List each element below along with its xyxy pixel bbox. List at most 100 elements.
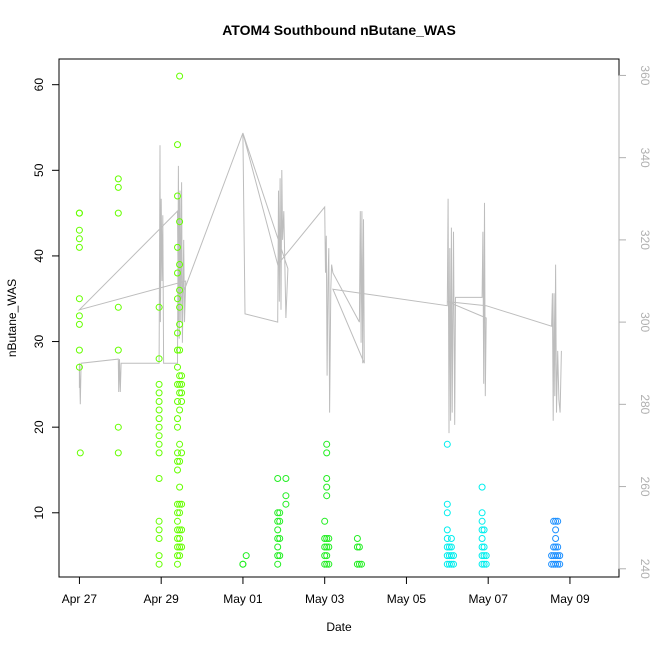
- data-point: [556, 560, 564, 568]
- plot-box: [58, 58, 620, 578]
- data-point: [478, 543, 486, 551]
- data-point: [178, 380, 186, 388]
- y2-tick-label: 240: [638, 559, 650, 579]
- data-point: [174, 295, 181, 303]
- data-point: [480, 552, 488, 560]
- y2-tick-label: 340: [638, 148, 650, 168]
- data-point: [176, 303, 184, 311]
- data-point: [155, 560, 163, 568]
- y-tick-label: 30: [32, 335, 46, 349]
- data-point: [176, 406, 184, 414]
- data-point: [321, 552, 329, 560]
- data-point: [274, 509, 282, 517]
- data-point: [174, 269, 181, 277]
- data-point: [75, 295, 83, 303]
- data-point: [445, 560, 453, 568]
- data-point: [443, 500, 451, 508]
- data-point: [76, 449, 84, 457]
- data-point: [155, 432, 163, 440]
- data-point: [282, 492, 290, 500]
- data-point: [443, 535, 451, 542]
- data-point: [325, 560, 333, 568]
- data-point: [174, 535, 181, 542]
- x-axis: Apr 27 Apr 29 May 01 May 03 May 05 May 07 May …: [62, 576, 590, 606]
- data-point: [174, 423, 181, 431]
- data-point: [174, 552, 181, 560]
- point-layer: [75, 72, 564, 568]
- data-point: [155, 303, 163, 311]
- data-point: [178, 449, 186, 457]
- data-point: [552, 560, 560, 568]
- data-point: [174, 192, 181, 200]
- data-point: [552, 517, 560, 525]
- data-point: [176, 389, 184, 397]
- data-point: [176, 500, 184, 508]
- y-tick-label: 60: [32, 78, 46, 92]
- x-tick-label: May 03: [305, 592, 345, 606]
- data-point: [114, 346, 122, 354]
- data-point: [174, 526, 181, 534]
- data-point: [554, 543, 562, 551]
- data-point: [478, 509, 486, 517]
- data-point: [323, 483, 331, 491]
- data-point: [75, 312, 83, 320]
- data-point: [321, 517, 329, 525]
- data-point: [323, 449, 331, 457]
- data-point: [478, 483, 486, 491]
- data-point: [155, 355, 163, 363]
- series-line: [77, 132, 562, 434]
- data-point: [552, 552, 560, 560]
- data-point: [155, 380, 163, 388]
- line-layer: [77, 132, 562, 434]
- data-point: [176, 509, 184, 517]
- data-point: [554, 560, 562, 568]
- data-point: [323, 440, 331, 448]
- x-tick-label: May 07: [469, 592, 509, 606]
- data-point: [355, 543, 363, 551]
- data-point: [242, 552, 250, 560]
- data-point: [75, 346, 83, 354]
- data-point: [155, 449, 163, 457]
- data-point: [282, 475, 290, 482]
- data-point: [239, 560, 247, 568]
- y2-tick-label: 280: [638, 394, 650, 414]
- data-point: [274, 552, 282, 560]
- data-point: [174, 517, 181, 525]
- data-point: [176, 286, 184, 294]
- data-point: [554, 552, 562, 560]
- data-point: [358, 560, 365, 568]
- data-point: [443, 543, 451, 551]
- data-point: [276, 509, 284, 517]
- y2-axis: 240 260 280 300 320 340 360: [618, 65, 650, 579]
- data-point: [75, 235, 83, 243]
- data-point: [114, 209, 122, 217]
- data-point: [174, 466, 181, 474]
- data-point: [176, 552, 184, 560]
- data-point: [325, 543, 333, 551]
- data-point: [174, 560, 181, 568]
- data-point: [325, 535, 333, 542]
- data-point: [552, 535, 560, 542]
- data-point: [114, 303, 122, 311]
- data-point: [323, 535, 331, 542]
- data-point: [178, 372, 186, 380]
- data-point: [178, 526, 186, 534]
- data-point: [556, 552, 564, 560]
- data-point: [482, 552, 490, 560]
- data-point: [550, 543, 558, 551]
- data-point: [155, 475, 163, 482]
- data-point: [323, 475, 331, 482]
- chart-title: ATOM4 Southbound nButane_WAS: [222, 22, 456, 38]
- data-point: [276, 535, 284, 542]
- data-point: [174, 449, 181, 457]
- data-point: [114, 183, 122, 191]
- data-point: [443, 526, 451, 534]
- data-point: [155, 517, 163, 525]
- data-point: [174, 346, 181, 354]
- data-point: [353, 535, 361, 542]
- data-point: [174, 509, 181, 517]
- data-point: [174, 363, 181, 371]
- data-point: [155, 552, 163, 560]
- data-point: [447, 543, 455, 551]
